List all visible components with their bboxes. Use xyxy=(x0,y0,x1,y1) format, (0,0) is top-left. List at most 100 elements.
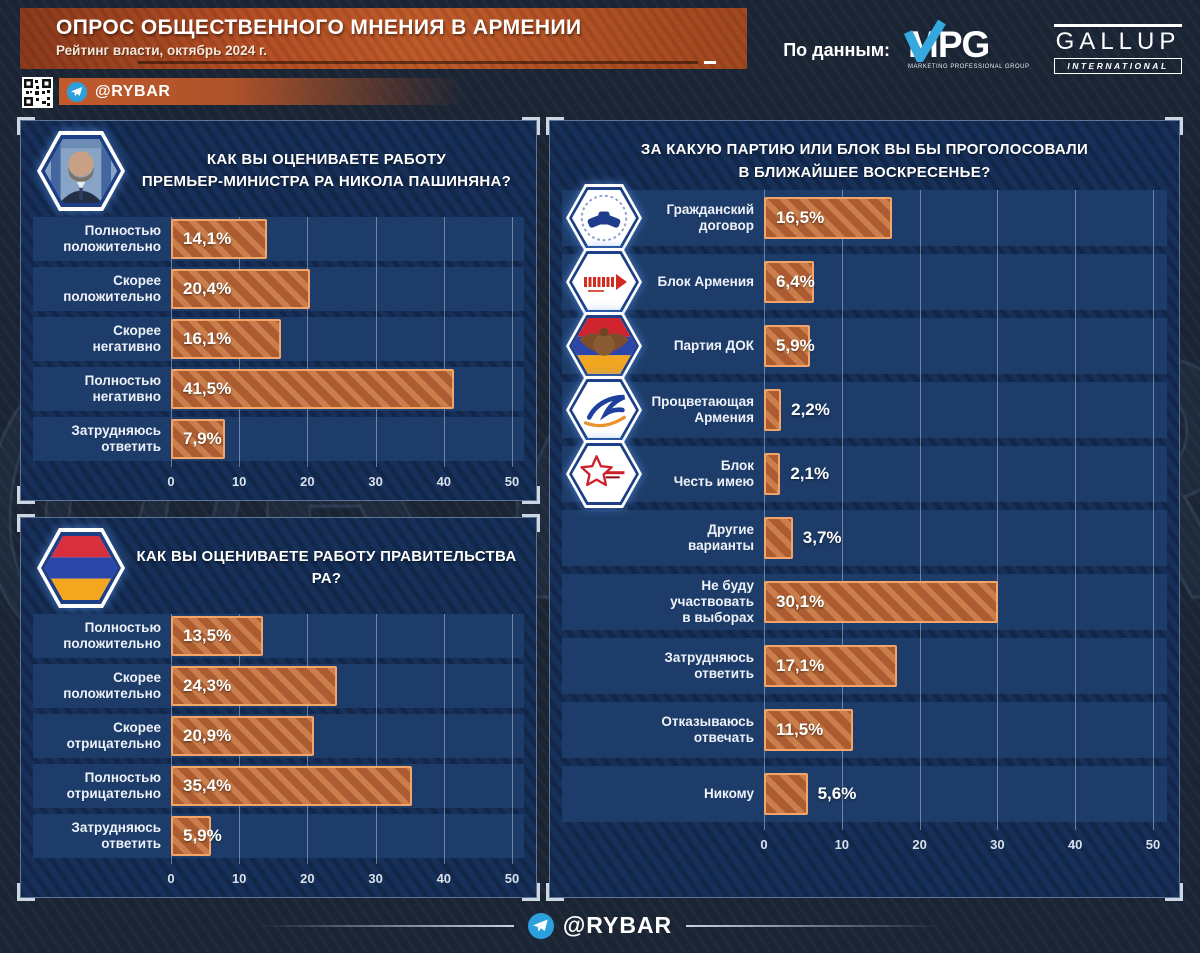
bar-area: 24,3% xyxy=(171,664,512,708)
category-label: Скорее положительно xyxy=(63,669,161,701)
chart-party-vote: Гражданский договор 16,5% Блок Армения 6,4%… xyxy=(562,184,1167,854)
axis-tick: 10 xyxy=(231,871,247,886)
value-label: 5,9% xyxy=(183,826,222,845)
bar xyxy=(171,419,225,459)
footer-channel-badge: @RYBAR xyxy=(527,912,673,939)
bar xyxy=(764,581,999,623)
footer-divider xyxy=(686,924,942,927)
corner-bracket xyxy=(522,486,540,504)
axis-tick: 30 xyxy=(368,871,383,886)
category-label: Партия ДОК xyxy=(673,337,754,353)
corner-bracket xyxy=(546,117,564,135)
honor-bloc-logo xyxy=(566,440,642,508)
value-label: 16,5% xyxy=(776,208,825,227)
chart-row: Затрудняюсь ответить 17,1% xyxy=(562,638,1167,694)
corner-bracket xyxy=(522,883,540,901)
category-label: Полностью негативно xyxy=(84,372,161,404)
data-sources: По данным: MPG MARKETING PROFESSIONAL GR… xyxy=(783,19,1182,75)
value-label: 16,1% xyxy=(183,329,232,348)
axis-tick: 0 xyxy=(760,837,768,852)
chart-row: Другие варианты 3,7% xyxy=(562,510,1167,566)
gallup-logo: GALLUP INTERNATIONAL xyxy=(1054,24,1182,75)
telegram-icon xyxy=(527,912,554,939)
bar xyxy=(171,716,314,756)
bar-area: 14,1% xyxy=(171,217,512,261)
bar-area: 7,9% xyxy=(171,417,512,461)
footer-divider xyxy=(258,924,514,927)
chart-row: Гражданский договор 16,5% xyxy=(562,184,1167,252)
axis-tick: 20 xyxy=(912,837,927,852)
value-label: 17,1% xyxy=(776,656,825,675)
category-label: Скорее отрицательно xyxy=(66,719,161,751)
gallup-name: GALLUP xyxy=(1055,28,1181,55)
category-label: Процветающая Армения xyxy=(651,393,754,425)
value-label: 14,1% xyxy=(183,229,232,248)
footer-channel-name: @RYBAR xyxy=(562,912,673,938)
chart-row: Затрудняюсь ответить 7,9% xyxy=(33,417,524,461)
chart-title-pm: КАК ВЫ ОЦЕНИВАЕТЕ РАБОТУ ПРЕМЬЕР-МИНИСТР… xyxy=(141,150,512,191)
bar-area: 35,4% xyxy=(171,764,512,808)
chart-row: Полностью негативно 41,5% xyxy=(33,367,524,411)
page-title: ОПРОС ОБЩЕСТВЕННОГО МНЕНИЯ В АРМЕНИИ xyxy=(56,16,582,39)
dok-party-logo xyxy=(566,312,642,380)
bar-area: 20,9% xyxy=(171,714,512,758)
chart-government-rating: Полностью положительно 13,5% Скорее положи… xyxy=(33,614,524,888)
bar xyxy=(764,645,898,687)
value-label: 2,2% xyxy=(791,400,830,419)
axis-tick: 50 xyxy=(504,474,520,489)
value-label: 6,4% xyxy=(776,272,815,291)
chart-row: Блок Честь имею 2,1% xyxy=(562,440,1167,508)
value-label: 13,5% xyxy=(183,626,232,645)
chart-row: Процветающая Армения 2,2% xyxy=(562,376,1167,444)
value-label: 30,1% xyxy=(776,592,825,611)
axis-tick: 10 xyxy=(834,837,850,852)
axis-tick: 30 xyxy=(990,837,1005,852)
chart-title-party-vote: ЗА КАКУЮ ПАРТИЮ ИЛИ БЛОК ВЫ БЫ ПРОГОЛОСО… xyxy=(640,141,1089,181)
bar xyxy=(171,816,212,856)
category-label: Полностью положительно xyxy=(63,222,161,254)
mpg-check-icon xyxy=(904,19,946,62)
bar-area: 2,2% xyxy=(764,382,1153,438)
corner-bracket xyxy=(1165,117,1183,135)
party-badge-slot xyxy=(562,184,646,252)
axis-tick: 0 xyxy=(167,474,175,489)
footer: @RYBAR xyxy=(0,912,1200,939)
x-axis: 0 10 20 30 40 50 xyxy=(760,830,1160,854)
corner-bracket xyxy=(522,514,540,532)
bar xyxy=(171,616,264,656)
bar-area: 16,5% xyxy=(764,190,1153,246)
party-badge-slot xyxy=(562,376,646,444)
axis-tick: 40 xyxy=(436,474,452,489)
panel-government-rating: КАК ВЫ ОЦЕНИВАЕТЕ РАБОТУ ПРАВИТЕЛЬСТВА Р… xyxy=(17,514,540,901)
x-axis: 0 10 20 30 40 50 xyxy=(167,467,519,491)
banner-dash xyxy=(704,61,716,64)
chart-row: Скорее негативно 16,1% xyxy=(33,317,524,361)
mpg-tagline: MARKETING PROFESSIONAL GROUP xyxy=(908,64,1030,70)
chart-row: Скорее положительно 20,4% xyxy=(33,267,524,311)
chart-row: Не буду участвовать в выборах 30,1% xyxy=(562,574,1167,630)
category-label: Полностью отрицательно xyxy=(66,769,161,801)
gallup-tagline: INTERNATIONAL xyxy=(1054,58,1182,75)
category-label: Гражданский договор xyxy=(666,201,754,233)
value-label: 5,6% xyxy=(817,784,857,803)
qr-code xyxy=(22,77,53,108)
category-label: Отказываюсь отвечать xyxy=(661,713,754,745)
value-label: 41,5% xyxy=(183,379,232,398)
bar xyxy=(764,453,781,495)
bar-area: 13,5% xyxy=(171,614,512,658)
chart-row: Полностью отрицательно 35,4% xyxy=(33,764,524,808)
panel-party-vote: ЗА КАКУЮ ПАРТИЮ ИЛИ БЛОК ВЫ БЫ ПРОГОЛОСО… xyxy=(546,117,1183,901)
bar-area: 5,9% xyxy=(171,814,512,858)
prosperous-armenia-logo xyxy=(566,376,642,444)
bar xyxy=(171,369,455,409)
value-label: 3,7% xyxy=(802,528,842,547)
chart-row: Скорее положительно 24,3% xyxy=(33,664,524,708)
value-label: 20,4% xyxy=(183,279,232,298)
bar-area: 41,5% xyxy=(171,367,512,411)
chart-row: Блок Армения 6,4% xyxy=(562,248,1167,316)
bar xyxy=(764,389,782,431)
armenian-flag-icon xyxy=(37,528,125,608)
bar-area: 30,1% xyxy=(764,574,1153,630)
bar xyxy=(171,269,311,309)
